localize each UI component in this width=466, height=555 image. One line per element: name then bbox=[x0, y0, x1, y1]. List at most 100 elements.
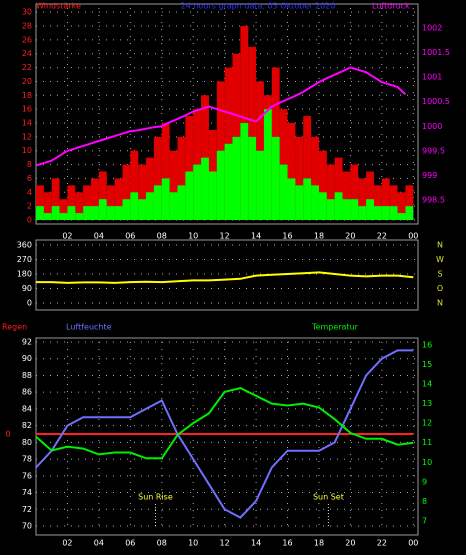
bar bbox=[36, 206, 44, 220]
y-tick-label: 78 bbox=[22, 455, 32, 464]
x-tick-label: 04 bbox=[94, 232, 104, 241]
bar bbox=[303, 116, 312, 220]
bar bbox=[342, 171, 351, 220]
y-tick-label: 90 bbox=[22, 354, 32, 363]
x-tick-label: 06 bbox=[125, 232, 135, 241]
bar bbox=[342, 199, 351, 220]
bar bbox=[193, 164, 202, 220]
bar bbox=[67, 185, 76, 220]
bar bbox=[311, 185, 319, 220]
bar bbox=[130, 150, 139, 220]
y-tick-label: 70 bbox=[22, 522, 32, 531]
x-tick-label: 18 bbox=[314, 539, 324, 548]
bar bbox=[59, 213, 68, 220]
legend-label: Luftfeuchte bbox=[66, 323, 112, 332]
bar bbox=[295, 185, 304, 220]
annotation-label: Sun Set bbox=[313, 493, 344, 502]
y-tick-label: 0 bbox=[27, 216, 32, 225]
y-tick-label: 80 bbox=[22, 438, 32, 447]
bar bbox=[201, 157, 209, 220]
x-tick-label: 20 bbox=[345, 539, 355, 548]
bar bbox=[405, 185, 414, 220]
x-tick-label: 10 bbox=[188, 539, 198, 548]
bar bbox=[146, 157, 154, 220]
legend-label: Regen bbox=[2, 323, 27, 332]
bar bbox=[185, 116, 194, 220]
bar bbox=[106, 206, 115, 220]
bar bbox=[122, 164, 131, 220]
x-tick-label: 00 bbox=[408, 232, 418, 241]
legend-label: Temperatur bbox=[311, 323, 359, 332]
y3-tick-label: 0 bbox=[5, 430, 10, 439]
bar bbox=[326, 199, 335, 220]
x-tick-label: 02 bbox=[62, 539, 72, 548]
y2-tick-label: 1000 bbox=[422, 122, 442, 131]
bar bbox=[334, 157, 343, 220]
direction-label: W bbox=[436, 255, 444, 264]
bar bbox=[106, 185, 115, 220]
direction-label: N bbox=[437, 241, 443, 250]
y-tick-label: 270 bbox=[17, 255, 32, 264]
y-tick-label: 90 bbox=[22, 284, 32, 293]
panel-frame bbox=[35, 3, 419, 225]
y2-tick-label: 7 bbox=[422, 516, 427, 525]
bar bbox=[334, 192, 343, 220]
bar bbox=[36, 185, 44, 220]
line bbox=[35, 349, 414, 519]
y-tick-label: 86 bbox=[22, 388, 32, 397]
bar bbox=[177, 136, 186, 220]
bar bbox=[326, 164, 335, 220]
bar bbox=[373, 206, 382, 220]
bar bbox=[114, 206, 123, 220]
bar bbox=[295, 136, 304, 220]
bar bbox=[51, 206, 60, 220]
chart-title: 24 hours graph data, 05 Oktober 2020 bbox=[181, 2, 336, 11]
y2-tick-label: 11 bbox=[422, 438, 432, 447]
y-tick-label: 82 bbox=[22, 421, 32, 430]
y-tick-label: 72 bbox=[22, 505, 32, 514]
bar bbox=[358, 206, 367, 220]
bar bbox=[67, 206, 76, 220]
bar bbox=[397, 192, 406, 220]
bar bbox=[83, 185, 92, 220]
bar bbox=[256, 150, 264, 220]
y-tick-label: 76 bbox=[22, 471, 32, 480]
x-tick-label: 12 bbox=[220, 539, 230, 548]
bar bbox=[51, 178, 60, 220]
bar bbox=[248, 136, 257, 220]
bar bbox=[208, 171, 217, 220]
bar bbox=[311, 136, 319, 220]
y-tick-label: 84 bbox=[22, 404, 32, 413]
bar bbox=[185, 171, 194, 220]
x-tick-label: 12 bbox=[220, 232, 230, 241]
y2-tick-label: 14 bbox=[422, 380, 432, 389]
y-axis-label: Windstärke bbox=[36, 2, 81, 11]
bar bbox=[381, 206, 390, 220]
y2-tick-label: 1000.5 bbox=[422, 97, 450, 106]
line bbox=[36, 271, 414, 284]
bar bbox=[303, 178, 312, 220]
bar bbox=[287, 123, 296, 220]
y-tick-label: 0 bbox=[27, 299, 32, 308]
x-tick-label: 14 bbox=[251, 232, 261, 241]
bar bbox=[248, 46, 257, 220]
x-tick-label: 22 bbox=[377, 232, 387, 241]
bar bbox=[279, 164, 288, 220]
bar bbox=[153, 136, 162, 220]
y-tick-label: 16 bbox=[22, 105, 32, 114]
y2-tick-label: 10 bbox=[422, 458, 432, 467]
bar bbox=[177, 185, 186, 220]
bar bbox=[397, 213, 406, 220]
y2-tick-label: 1001.5 bbox=[422, 48, 450, 57]
bar bbox=[91, 206, 99, 220]
y2-tick-label: 1001 bbox=[422, 73, 442, 82]
direction-label: O bbox=[437, 284, 443, 293]
y-tick-label: 28 bbox=[22, 22, 32, 31]
line bbox=[35, 386, 414, 460]
y2-tick-label: 999.5 bbox=[422, 146, 445, 155]
bar bbox=[287, 178, 296, 220]
bar bbox=[83, 206, 92, 220]
y-tick-label: 92 bbox=[22, 338, 32, 347]
